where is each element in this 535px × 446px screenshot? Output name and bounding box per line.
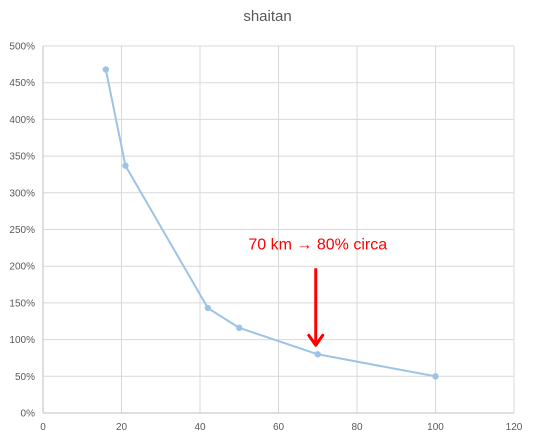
- y-tick-label: 250%: [9, 225, 35, 236]
- y-tick-label: 400%: [9, 115, 35, 126]
- y-tick-label: 150%: [9, 298, 35, 309]
- data-point: [204, 304, 212, 312]
- data-point: [432, 373, 439, 380]
- y-tick-label: 500%: [9, 42, 35, 53]
- series-line: [104, 69, 436, 378]
- x-tick-label: 80: [351, 422, 363, 433]
- annotation-layer: 70 km → 80% circa: [248, 236, 387, 347]
- y-tick-label: 350%: [9, 152, 35, 163]
- x-tick-label: 20: [116, 422, 128, 433]
- x-tick-label: 100: [427, 422, 444, 433]
- data-point: [102, 66, 110, 73]
- y-tick-label: 200%: [9, 262, 35, 273]
- data-point: [236, 324, 243, 332]
- data-point: [314, 351, 321, 358]
- annotation-arrow-head: [307, 333, 325, 347]
- axes: 0% 50% 100% 150% 200% 250% 300% 350% 400% 450% 500…: [9, 42, 522, 434]
- x-tick-label: 120: [506, 422, 523, 433]
- chart-title: shaitan: [243, 8, 292, 25]
- x-tick-label: 60: [273, 422, 285, 433]
- y-tick-label: 100%: [9, 335, 35, 346]
- y-tick-label: 450%: [9, 78, 35, 89]
- y-tick-label: 0%: [21, 409, 36, 420]
- data-point: [122, 162, 129, 169]
- x-tick-label: 0: [40, 422, 46, 433]
- x-tick-label: 40: [194, 422, 206, 433]
- y-tick-label: 50%: [15, 372, 35, 383]
- series-layer: [102, 66, 439, 380]
- gridlines: [43, 45, 515, 413]
- y-tick-label: 300%: [9, 188, 35, 199]
- annotation-label: 70 km → 80% circa: [248, 236, 387, 253]
